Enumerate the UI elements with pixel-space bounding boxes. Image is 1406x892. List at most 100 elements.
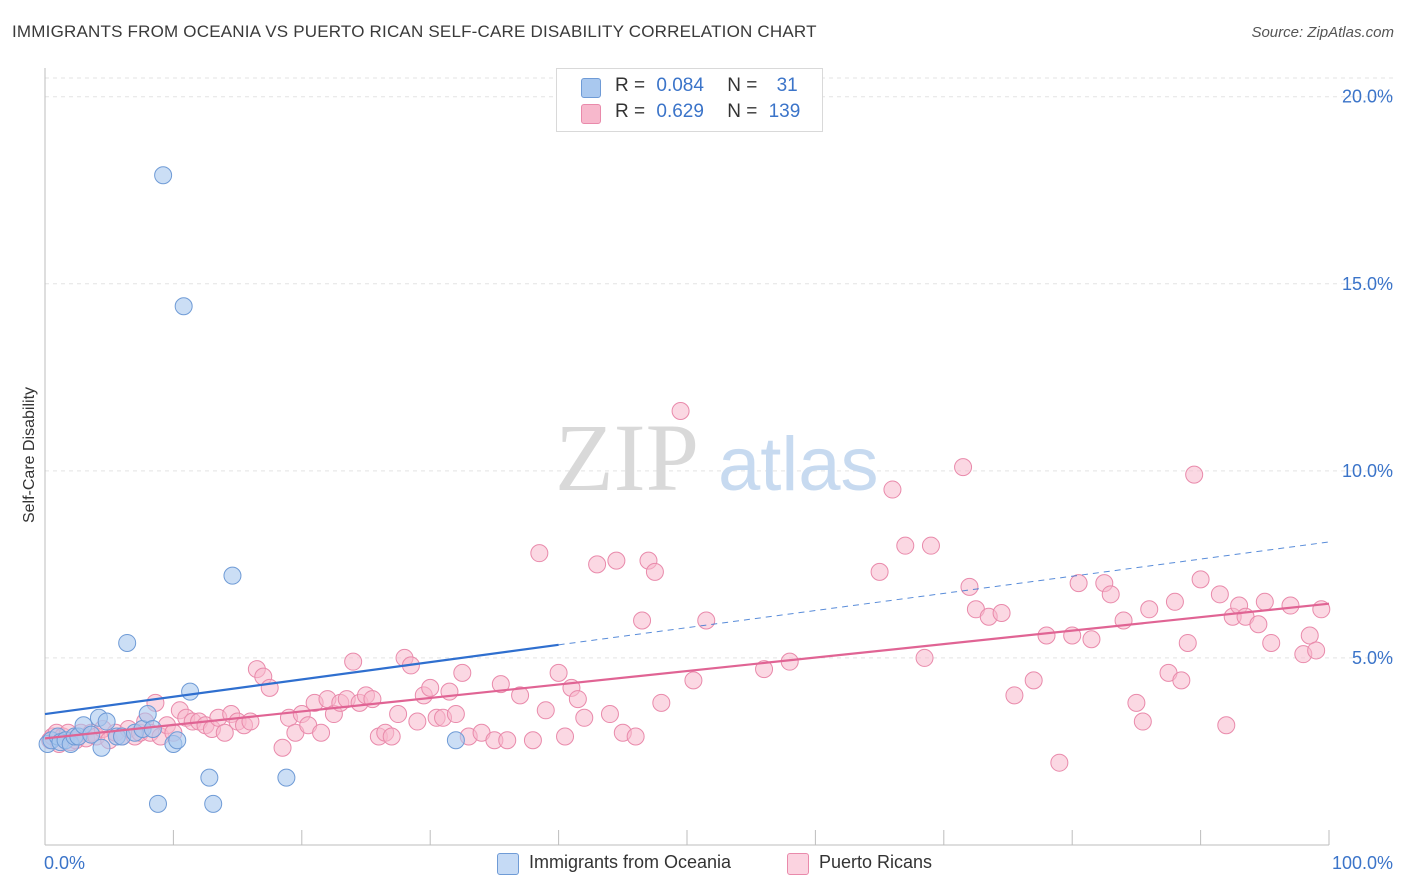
data-point-puerto-ricans: [954, 458, 973, 477]
data-point-puerto-ricans: [549, 663, 568, 682]
legend-r-value: 0.629: [656, 101, 704, 122]
legend-r-label: R =: [615, 101, 646, 122]
data-point-puerto-ricans: [453, 663, 472, 682]
data-point-puerto-ricans: [1281, 596, 1300, 615]
data-point-oceania: [204, 794, 223, 813]
data-point-puerto-ricans: [215, 723, 234, 742]
data-point-puerto-ricans: [1133, 712, 1152, 731]
data-point-puerto-ricans: [633, 611, 652, 630]
watermark: ZIP atlas: [555, 404, 879, 511]
legend-n-label: N =: [727, 101, 758, 122]
data-point-puerto-ricans: [1037, 626, 1056, 645]
data-point-puerto-ricans: [588, 555, 607, 574]
data-point-puerto-ricans: [870, 562, 889, 581]
data-point-puerto-ricans: [1024, 671, 1043, 690]
x-tick-label: 0.0%: [44, 853, 85, 873]
data-point-puerto-ricans: [883, 480, 902, 499]
data-point-puerto-ricans: [1210, 585, 1229, 604]
data-point-puerto-ricans: [1178, 633, 1197, 652]
data-point-puerto-ricans: [511, 686, 530, 705]
trend-line-oceania-extension: [558, 541, 1330, 646]
data-point-puerto-ricans: [491, 675, 510, 694]
y-tick-label: 10.0%: [1342, 461, 1393, 481]
legend-n-label: N =: [727, 75, 758, 96]
legend-r-label: R =: [615, 75, 646, 96]
data-point-oceania: [200, 768, 219, 787]
data-point-oceania: [143, 720, 162, 739]
data-point-puerto-ricans: [1069, 574, 1088, 593]
data-point-puerto-ricans: [626, 727, 645, 746]
data-point-puerto-ricans: [755, 660, 774, 679]
data-point-puerto-ricans: [1005, 686, 1024, 705]
data-point-puerto-ricans: [960, 577, 979, 596]
data-point-puerto-ricans: [1172, 671, 1191, 690]
data-point-puerto-ricans: [1249, 615, 1268, 634]
data-point-oceania: [138, 705, 157, 724]
axes: [44, 68, 1330, 846]
data-point-puerto-ricans: [1255, 592, 1274, 611]
data-point-puerto-ricans: [896, 536, 915, 555]
data-point-puerto-ricans: [421, 678, 440, 697]
data-point-oceania: [168, 731, 187, 750]
data-point-puerto-ricans: [273, 738, 292, 757]
data-point-puerto-ricans: [1191, 570, 1210, 589]
data-point-puerto-ricans: [1300, 626, 1319, 645]
y-tick-label: 15.0%: [1342, 274, 1393, 294]
legend-swatch-puerto-ricans: [581, 104, 601, 124]
data-point-puerto-ricans: [446, 705, 465, 724]
data-point-oceania: [97, 712, 116, 731]
y-tick-label: 20.0%: [1342, 87, 1393, 107]
bottom-legend-label-puerto-ricans: Puerto Ricans: [819, 852, 933, 872]
watermark-atlas: atlas: [718, 422, 879, 507]
data-point-puerto-ricans: [530, 544, 549, 563]
y-tick-label: 5.0%: [1352, 648, 1393, 668]
data-point-puerto-ricans: [607, 551, 626, 570]
data-point-puerto-ricans: [498, 731, 517, 750]
data-point-oceania: [154, 166, 173, 185]
data-point-puerto-ricans: [312, 723, 331, 742]
data-point-puerto-ricans: [1101, 585, 1120, 604]
bottom-legend-label-oceania: Immigrants from Oceania: [529, 852, 732, 872]
data-point-oceania: [223, 566, 242, 585]
data-point-puerto-ricans: [556, 727, 575, 746]
x-tick-label: 100.0%: [1332, 853, 1393, 873]
bottom-legend-swatch-puerto-ricans: [787, 853, 809, 875]
chart-title: IMMIGRANTS FROM OCEANIA VS PUERTO RICAN …: [12, 22, 817, 41]
data-point-puerto-ricans: [671, 401, 690, 420]
watermark-zip: ZIP: [555, 404, 699, 511]
data-point-oceania: [118, 633, 137, 652]
data-point-puerto-ricans: [575, 708, 594, 727]
data-point-puerto-ricans: [1050, 753, 1069, 772]
data-point-puerto-ricans: [408, 712, 427, 731]
data-point-puerto-ricans: [389, 705, 408, 724]
data-point-puerto-ricans: [992, 604, 1011, 623]
data-point-puerto-ricans: [697, 611, 716, 630]
data-point-puerto-ricans: [1262, 633, 1281, 652]
data-point-oceania: [148, 794, 167, 813]
y-axis-label: Self-Care Disability: [21, 386, 38, 524]
legend-r-value: 0.084: [656, 75, 704, 96]
data-point-puerto-ricans: [652, 693, 671, 712]
data-point-puerto-ricans: [645, 562, 664, 581]
data-point-puerto-ricans: [1082, 630, 1101, 649]
data-point-puerto-ricans: [568, 690, 587, 709]
data-point-puerto-ricans: [344, 652, 363, 671]
data-point-puerto-ricans: [382, 727, 401, 746]
data-point-oceania: [181, 682, 200, 701]
data-point-puerto-ricans: [1217, 716, 1236, 735]
data-point-oceania: [277, 768, 296, 787]
data-point-puerto-ricans: [921, 536, 940, 555]
trend-line-puerto-ricans: [44, 602, 1330, 740]
bottom-legend-swatch-oceania: [497, 853, 519, 875]
trend-line-oceania: [44, 643, 559, 716]
data-point-puerto-ricans: [536, 701, 555, 720]
data-point-oceania: [174, 297, 193, 316]
data-point-puerto-ricans: [600, 705, 619, 724]
legend-swatch-oceania: [581, 78, 601, 98]
data-point-puerto-ricans: [1127, 693, 1146, 712]
data-point-oceania: [92, 738, 111, 757]
data-point-puerto-ricans: [1185, 465, 1204, 484]
data-point-puerto-ricans: [684, 671, 703, 690]
correlation-legend: R = 0.084 N = 31 R = 0.629 N = 139: [556, 68, 823, 132]
